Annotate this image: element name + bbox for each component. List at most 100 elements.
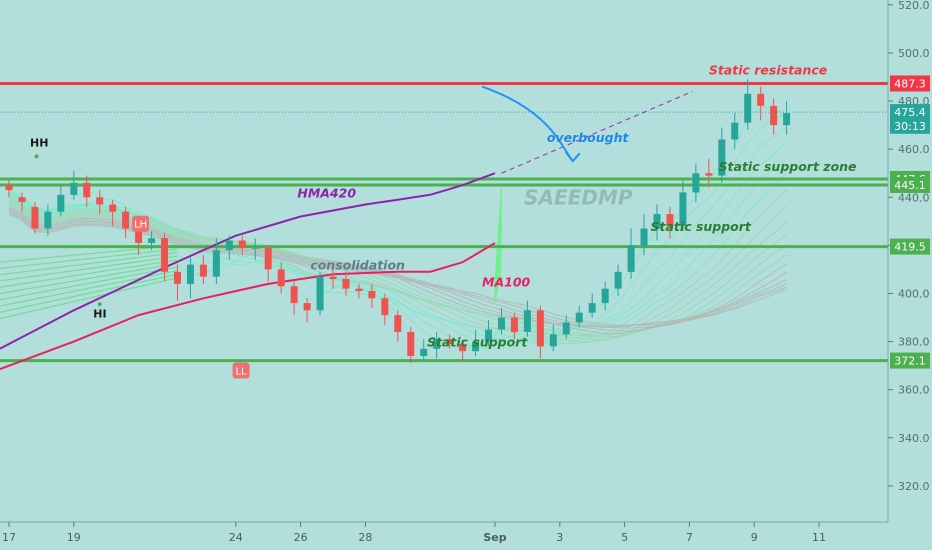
y-tick-label: 400.0 [898,287,930,300]
candle-up[interactable] [251,247,259,249]
candle-up[interactable] [523,310,531,332]
price-label: 487.3 [894,77,926,90]
x-tick-label: 9 [751,531,758,544]
candle-down[interactable] [666,214,674,227]
candle-down[interactable] [303,303,311,311]
candle-down[interactable] [5,185,13,191]
candle-down[interactable] [18,197,26,203]
candle-up[interactable] [627,245,635,272]
candle-down[interactable] [161,238,169,272]
candle-down[interactable] [277,269,285,287]
ribbon-line [0,259,178,288]
candle-down[interactable] [290,286,298,304]
ribbon-line [0,251,178,276]
candle-down[interactable] [238,240,246,248]
candle-down[interactable] [705,173,713,176]
candle-up[interactable] [614,271,622,289]
y-tick-label: 460.0 [898,143,930,156]
x-tick-label: 17 [2,531,16,544]
pivot-badge [132,215,150,232]
candle-up[interactable] [485,329,493,342]
price-label-box [890,104,930,121]
candle-down[interactable] [135,228,143,243]
annotation-label: overbought [547,130,630,145]
candle-up[interactable] [212,250,220,277]
x-tick-label: 7 [686,531,693,544]
candle-up[interactable] [44,211,52,229]
x-tick-label: Sep [483,531,506,544]
ribbon-line [8,158,787,345]
price-label: 419.5 [894,241,926,254]
candle-down[interactable] [122,211,130,229]
price-label-box [890,117,930,134]
price-label-box [890,75,930,92]
x-tick-label: 5 [621,531,628,544]
candle-down[interactable] [757,93,765,106]
candle-up[interactable] [70,182,78,195]
candle-down[interactable] [329,276,337,280]
candle-up[interactable] [549,334,557,347]
candle-down[interactable] [510,317,518,332]
x-axis: 17 19 24 26 28 Sep 3 5 7 9 11 [2,522,826,544]
x-tick-label: 3 [556,531,563,544]
candle-down[interactable] [770,105,778,126]
candle-down[interactable] [83,182,91,198]
candle-up[interactable] [420,348,428,357]
candle-down[interactable] [199,264,207,277]
candle-down[interactable] [342,279,350,289]
candle-down[interactable] [109,204,117,212]
ribbon-line [8,127,787,349]
candle-up[interactable] [562,322,570,335]
x-tick-label: 28 [358,531,372,544]
candle-down[interactable] [407,331,415,357]
candle-up[interactable] [679,192,687,227]
candle-down[interactable] [368,291,376,299]
candle-up[interactable] [588,303,596,313]
candle-down[interactable] [381,298,389,316]
x-tick-label: 24 [229,531,243,544]
pivot-badge [232,362,250,379]
candle-up[interactable] [640,228,648,246]
candle-up[interactable] [148,238,156,243]
candle-up[interactable] [744,93,752,123]
ribbon-line [0,244,178,263]
candle-up[interactable] [692,173,700,193]
ribbon-line [0,262,178,295]
candle-down[interactable] [446,339,454,344]
price-label: 475.4 [894,106,926,119]
candle-up[interactable] [433,339,441,349]
price-label: 445.1 [894,179,926,192]
candle-down[interactable] [355,288,363,292]
candle-up[interactable] [57,194,65,212]
candle-down[interactable] [264,247,272,270]
candle-up[interactable] [653,214,661,229]
x-tick-label: 19 [67,531,81,544]
candle-up[interactable] [225,240,233,251]
annotation-label: Static support [651,219,752,234]
candle-up[interactable] [601,288,609,304]
pivot-badge-label: LH [134,220,147,231]
candle-up[interactable] [731,122,739,140]
candle-down[interactable] [459,343,467,352]
candle-down[interactable] [394,315,402,332]
candle-down[interactable] [96,197,104,205]
y-tick-label: 380.0 [898,336,930,349]
annotation-label: Static support [427,334,528,349]
candle-up[interactable] [316,276,324,311]
y-tick-label: 320.0 [898,480,930,493]
x-tick-label: 26 [294,531,308,544]
candle-up[interactable] [575,312,583,323]
candle-down[interactable] [536,310,544,347]
candle-up[interactable] [472,341,480,352]
ribbon-line [0,248,178,270]
candle-up[interactable] [186,264,194,284]
candle-up[interactable] [783,113,791,126]
annotation-label: Static resistance [709,63,827,78]
candle-down[interactable] [173,271,181,284]
candle-up[interactable] [718,139,726,176]
candle-up[interactable] [497,317,505,330]
annotation-label: HI [93,308,106,321]
hma420-line [0,172,496,350]
candle-down[interactable] [31,206,39,229]
